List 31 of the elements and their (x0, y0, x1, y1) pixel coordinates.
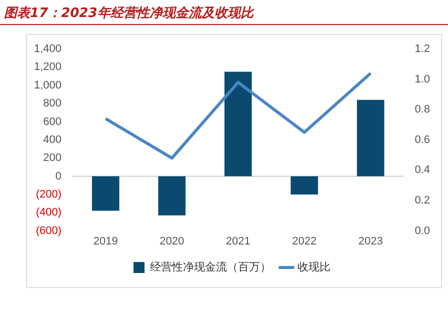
bar (290, 176, 318, 194)
y-tick-label: (200) (36, 188, 62, 200)
x-tick-label: 2023 (358, 235, 383, 248)
y2-tick-label: 0.8 (414, 104, 430, 116)
y-tick-label: 200 (43, 152, 62, 164)
y2-tick-label: 1.0 (414, 73, 430, 86)
y2-tick-label: 0.4 (414, 164, 430, 176)
y2-tick-label: 0.6 (414, 134, 430, 146)
bar (92, 176, 120, 211)
y-tick-label: 800 (43, 98, 62, 110)
y2-tick-label: 0.0 (414, 224, 430, 237)
y-tick-label: (400) (36, 206, 62, 219)
bar (158, 176, 186, 216)
x-tick-label: 2022 (292, 235, 317, 248)
y-tick-label: (600) (36, 224, 62, 237)
bar (224, 72, 252, 176)
y-tick-label: 1,000 (34, 79, 62, 92)
y-tick-label: 400 (43, 134, 62, 146)
y2-tick-label: 1.2 (414, 43, 430, 56)
x-tick-label: 2021 (226, 235, 250, 248)
y-tick-label: 1,200 (34, 61, 62, 74)
x-tick-label: 2019 (93, 235, 118, 248)
y-tick-label: 1,400 (34, 43, 62, 56)
y-tick-label: 600 (43, 116, 62, 128)
y-tick-label: 0 (55, 170, 62, 182)
legend-label: 收现比 (298, 260, 330, 274)
x-tick-label: 2020 (160, 235, 184, 248)
bar (356, 100, 384, 176)
y2-tick-label: 0.2 (414, 194, 430, 207)
legend-label: 经营性净现金流（百万） (150, 260, 271, 274)
chart-title: 图表17：2023年经营性净现金流及收现比 (4, 4, 254, 22)
